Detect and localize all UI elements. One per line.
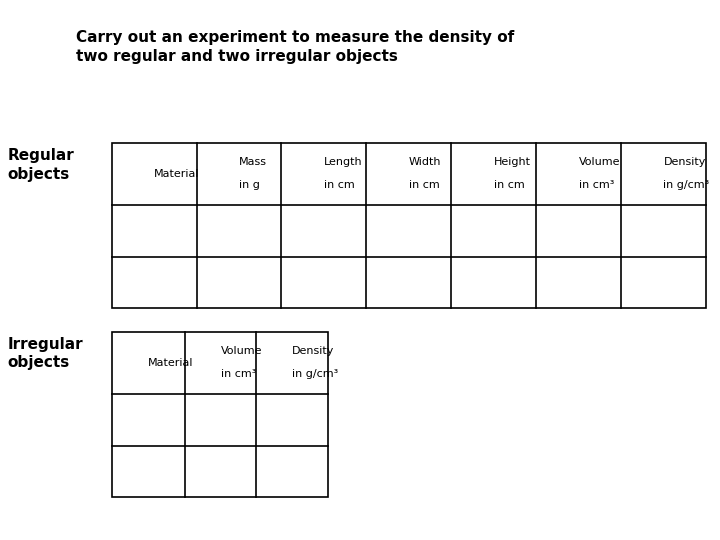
Text: in g/cm³: in g/cm³ [292,369,338,379]
Text: Material: Material [148,358,194,368]
Text: in cm: in cm [409,180,440,190]
Text: Length: Length [324,157,363,167]
Text: in cm³: in cm³ [220,369,256,379]
Text: Height: Height [494,157,531,167]
Text: in cm: in cm [324,180,355,190]
Text: in g/cm³: in g/cm³ [663,180,710,190]
Text: Irregular
objects: Irregular objects [7,337,83,370]
Bar [112,143,706,308]
Text: Regular
objects: Regular objects [7,148,74,181]
Text: Density: Density [292,346,334,356]
Text: Material: Material [154,169,199,179]
Text: Width: Width [409,157,441,167]
Text: Volume: Volume [579,157,621,167]
Text: Mass: Mass [239,157,267,167]
Text: Volume: Volume [220,346,262,356]
Text: Density: Density [663,157,706,167]
Text: in g: in g [239,180,260,190]
Text: in cm: in cm [494,180,525,190]
Text: in cm³: in cm³ [579,180,614,190]
Bar [112,332,328,497]
Text: Carry out an experiment to measure the density of
two regular and two irregular : Carry out an experiment to measure the d… [76,30,514,64]
